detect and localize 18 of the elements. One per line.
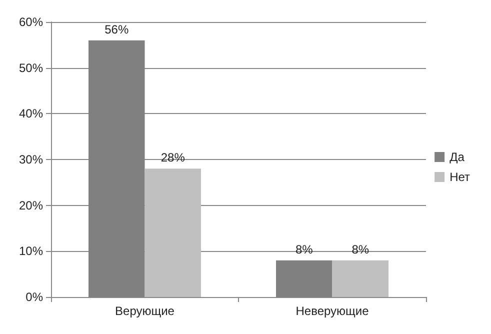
bar xyxy=(332,260,388,297)
bar xyxy=(276,260,332,297)
y-tick-label: 30% xyxy=(18,152,44,166)
data-label: 8% xyxy=(295,242,314,256)
y-tick-label: 60% xyxy=(18,15,44,29)
bar xyxy=(144,168,201,297)
data-label: 8% xyxy=(352,242,370,256)
legend-label: Да xyxy=(450,150,465,164)
legend-label: Нет xyxy=(450,170,471,184)
y-tick-label: 10% xyxy=(18,244,44,258)
x-tick-label: Верующие xyxy=(115,304,175,318)
x-tick-label: Неверующие xyxy=(296,304,370,318)
data-label: 56% xyxy=(104,22,129,36)
data-label: 28% xyxy=(160,150,186,165)
y-tick-label: 40% xyxy=(18,106,44,121)
y-tick-label: 20% xyxy=(18,198,44,212)
y-tick-label: 0% xyxy=(26,290,44,304)
y-tick-label: 50% xyxy=(18,60,44,75)
